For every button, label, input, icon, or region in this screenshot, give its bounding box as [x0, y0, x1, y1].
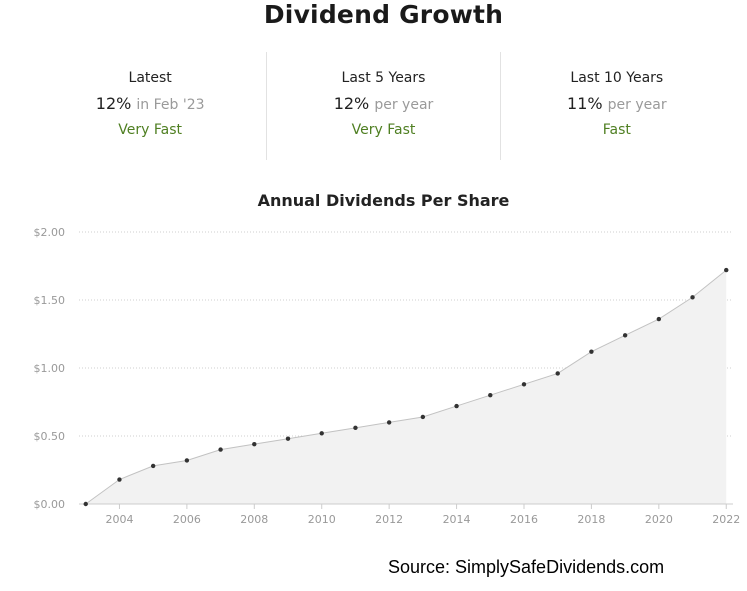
- x-tick-label: 2006: [173, 513, 201, 526]
- stat-last-10-years: Last 10 Years 11% per year Fast: [499, 52, 733, 160]
- x-tick-label: 2022: [712, 513, 740, 526]
- stat-latest: Latest 12% in Feb '23 Very Fast: [34, 52, 266, 160]
- series-line: [85, 269, 727, 505]
- data-point: [353, 425, 358, 431]
- x-tick-label: 2016: [510, 513, 538, 526]
- data-point: [420, 414, 426, 420]
- data-point: [589, 349, 594, 354]
- stat-label: Last 5 Years: [341, 70, 426, 86]
- stat-label: Last 10 Years: [570, 70, 664, 86]
- stat-value: 12%: [95, 94, 132, 113]
- stat-value-row: 11% per year: [501, 94, 733, 113]
- x-tick-label: 2008: [240, 513, 268, 526]
- x-tick-label: 2020: [645, 513, 673, 526]
- source-credit: Source: SimplySafeDividends.com: [388, 557, 665, 577]
- x-tick-label: 2010: [308, 513, 336, 526]
- y-tick-label: $1.50: [34, 294, 66, 307]
- y-tick-label: $2.00: [34, 226, 66, 239]
- stat-subtext: per year: [607, 97, 667, 113]
- data-point: [724, 267, 729, 273]
- data-point: [319, 431, 324, 436]
- stat-rating: Very Fast: [118, 122, 183, 138]
- data-point: [218, 447, 223, 452]
- data-point: [252, 441, 257, 447]
- stat-value: 12%: [333, 94, 370, 113]
- y-tick-label: $1.00: [34, 362, 66, 375]
- data-point: [386, 420, 392, 425]
- x-tick-label: 2004: [105, 513, 133, 526]
- data-point: [285, 436, 291, 441]
- data-point: [83, 501, 88, 507]
- stat-value: 11%: [567, 94, 603, 113]
- y-tick-label: $0.50: [34, 430, 66, 443]
- stat-last-5-years: Last 5 Years 12% per year Very Fast: [266, 52, 499, 160]
- x-tick-label: 2012: [375, 513, 403, 526]
- x-tick-label: 2014: [443, 513, 471, 526]
- page-title: Dividend Growth: [263, 0, 504, 29]
- stat-label: Latest: [128, 70, 172, 86]
- data-point: [656, 316, 662, 322]
- chart-title: Annual Dividends Per Share: [257, 191, 510, 210]
- stat-value-row: 12% per year: [267, 94, 499, 113]
- data-point: [150, 463, 156, 469]
- y-tick-label: $0.00: [34, 498, 66, 511]
- x-tick-label: 2018: [577, 513, 605, 526]
- data-point: [184, 458, 190, 463]
- stat-subtext: in Feb '23: [136, 97, 205, 113]
- data-point: [690, 295, 695, 300]
- series-area: [85, 270, 727, 504]
- data-point: [488, 393, 493, 398]
- stat-subtext: per year: [374, 97, 434, 113]
- data-point: [555, 371, 560, 376]
- stat-rating: Fast: [602, 122, 631, 138]
- stat-rating: Very Fast: [351, 122, 416, 138]
- data-point: [454, 403, 459, 409]
- data-point: [521, 382, 527, 387]
- dividend-growth-stats: Latest 12% in Feb '23 Very Fast Last 5 Y…: [34, 52, 733, 160]
- stat-value-row: 12% in Feb '23: [34, 94, 266, 113]
- data-point: [622, 333, 628, 338]
- data-point: [117, 477, 122, 482]
